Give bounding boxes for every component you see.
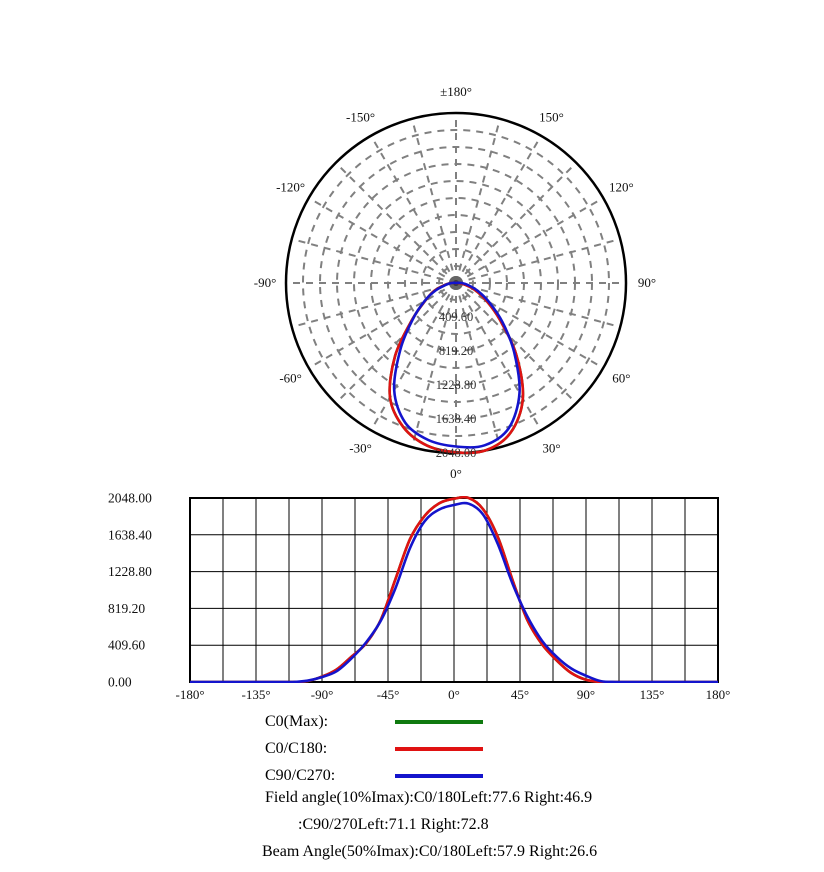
beam-angle-summary: Field angle(10%Imax):C0/180Left:77.6 Rig…: [0, 784, 824, 865]
svg-text:1638.40: 1638.40: [436, 412, 477, 426]
legend-line-c0c180-icon: [395, 746, 483, 751]
svg-text:1638.40: 1638.40: [108, 527, 152, 542]
svg-text:-90°: -90°: [254, 275, 277, 290]
svg-text:-90°: -90°: [311, 687, 334, 702]
svg-text:0.00: 0.00: [108, 675, 132, 690]
svg-text:-120°: -120°: [276, 180, 305, 195]
svg-text:409.60: 409.60: [439, 310, 473, 324]
field-angle-c90-line: :C90/270Left:71.1 Right:72.8: [298, 816, 489, 833]
legend-line-c90c270-icon: [395, 773, 483, 778]
field-angle-c0-line: Field angle(10%Imax):C0/180Left:77.6 Rig…: [265, 789, 593, 806]
svg-text:1228.80: 1228.80: [436, 378, 477, 392]
legend-label-c90c270: C90/C270:: [265, 766, 336, 784]
legend-item-c0c180: C0/C180:: [265, 735, 483, 762]
legend-label-c0max: C0(Max):: [265, 712, 329, 730]
svg-text:180°: 180°: [706, 687, 731, 702]
svg-text:1228.80: 1228.80: [108, 564, 152, 579]
svg-text:-30°: -30°: [349, 440, 372, 455]
legend-line-c0max-icon: [395, 719, 483, 724]
svg-text:0°: 0°: [448, 687, 460, 702]
beam-angle-line: Beam Angle(50%Imax):C0/180Left:57.9 Righ…: [262, 843, 598, 860]
svg-text:819.20: 819.20: [108, 601, 145, 616]
svg-text:60°: 60°: [612, 371, 630, 386]
legend-item-c0max: C0(Max):: [265, 708, 483, 735]
svg-text:150°: 150°: [539, 110, 564, 125]
svg-text:-150°: -150°: [346, 110, 375, 125]
svg-text:30°: 30°: [542, 440, 560, 455]
legend-item-c90c270: C90/C270:: [265, 762, 483, 789]
svg-text:±180°: ±180°: [440, 84, 472, 99]
svg-text:135°: 135°: [640, 687, 665, 702]
svg-text:90°: 90°: [638, 275, 656, 290]
svg-text:120°: 120°: [609, 180, 634, 195]
svg-text:-135°: -135°: [241, 687, 270, 702]
legend-label-c0c180: C0/C180:: [265, 739, 328, 757]
legend: C0(Max): C0/C180: C90/C270:: [265, 708, 483, 789]
polar-distribution-chart: 409.60 819.20 1228.80 1638.40 2048.00 ±180° -1…: [254, 84, 656, 481]
svg-text:819.20: 819.20: [439, 344, 473, 358]
svg-text:0°: 0°: [450, 466, 462, 481]
svg-text:90°: 90°: [577, 687, 595, 702]
svg-text:45°: 45°: [511, 687, 529, 702]
svg-text:2048.00: 2048.00: [108, 491, 152, 506]
intensity-line-chart: -180° -135° -90° -45° 0° 45° 90° 135° 180° 2048.0…: [108, 491, 731, 703]
svg-text:2048.00: 2048.00: [436, 446, 477, 460]
svg-text:409.60: 409.60: [108, 638, 145, 653]
svg-text:-180°: -180°: [175, 687, 204, 702]
svg-text:-45°: -45°: [377, 687, 400, 702]
svg-text:-60°: -60°: [279, 371, 302, 386]
